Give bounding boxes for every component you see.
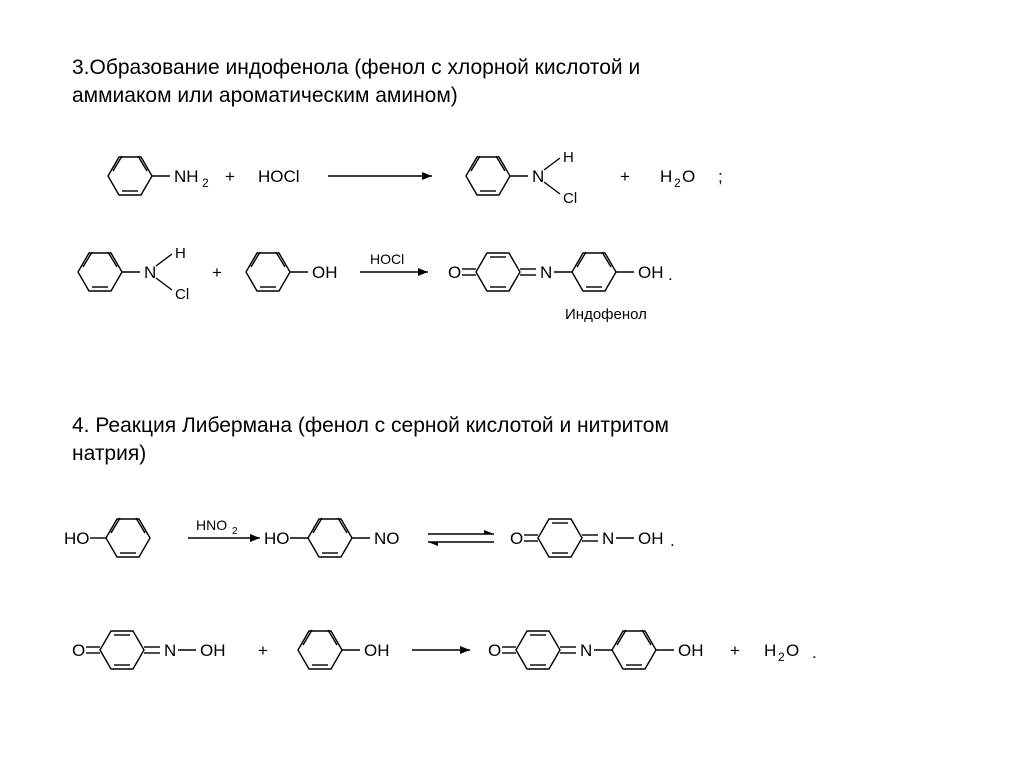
svg-text:HOCl: HOCl <box>258 167 300 186</box>
reaction2: N H Cl + OH HOCl O <box>0 236 1024 320</box>
section3-line1: 3.Образование индофенола (фенол с хлорно… <box>72 56 640 79</box>
svg-text:Cl: Cl <box>563 190 577 207</box>
svg-text:.: . <box>812 643 817 662</box>
svg-text:N: N <box>144 263 156 282</box>
svg-text:OH: OH <box>678 641 704 660</box>
svg-text:O: O <box>72 641 85 660</box>
svg-text:N: N <box>532 167 544 186</box>
svg-text:H: H <box>175 245 186 262</box>
svg-text:HNO: HNO <box>196 517 227 533</box>
svg-text:H: H <box>764 641 776 660</box>
svg-text:HO: HO <box>264 529 290 548</box>
svg-text:OH: OH <box>638 529 664 548</box>
svg-text:Cl: Cl <box>175 286 189 303</box>
indophenol-label: Индофенол <box>565 306 647 323</box>
svg-text:NH: NH <box>174 167 199 186</box>
section4-line2: натрия) <box>72 442 146 465</box>
svg-text:OH: OH <box>312 263 338 282</box>
svg-text:N: N <box>602 529 614 548</box>
svg-text:OH: OH <box>638 263 664 282</box>
svg-text:N: N <box>164 641 176 660</box>
section4-heading: 4. Реакция Либермана (фенол с серной кис… <box>72 412 669 469</box>
svg-text:+: + <box>212 263 222 282</box>
svg-text:2: 2 <box>202 176 209 190</box>
reaction3: HO HNO 2 HO NO O <box>0 502 1024 574</box>
svg-text:NO: NO <box>374 529 400 548</box>
svg-text:OH: OH <box>200 641 226 660</box>
svg-text:;: ; <box>718 167 723 186</box>
svg-text:.: . <box>670 531 675 550</box>
section3-heading: 3.Образование индофенола (фенол с хлорно… <box>72 54 640 111</box>
svg-text:.: . <box>668 265 673 284</box>
svg-text:+: + <box>258 641 268 660</box>
svg-text:HOCl: HOCl <box>370 251 404 267</box>
svg-text:O: O <box>786 641 799 660</box>
section4-line1: 4. Реакция Либермана (фенол с серной кис… <box>72 414 669 437</box>
reaction1: NH 2 + HOCl N H Cl + H 2 O ; <box>0 140 1024 212</box>
svg-text:2: 2 <box>778 650 785 664</box>
svg-text:+: + <box>225 167 235 186</box>
svg-text:2: 2 <box>232 526 238 537</box>
svg-text:2: 2 <box>674 176 681 190</box>
svg-text:N: N <box>580 641 592 660</box>
section3-line2: аммиаком или ароматическим амином) <box>72 84 458 107</box>
reaction4: O N OH + OH O <box>0 614 1024 686</box>
svg-text:O: O <box>448 263 461 282</box>
svg-text:O: O <box>682 167 695 186</box>
svg-text:O: O <box>510 529 523 548</box>
svg-text:OH: OH <box>364 641 390 660</box>
svg-text:+: + <box>730 641 740 660</box>
svg-text:H: H <box>660 167 672 186</box>
svg-text:H: H <box>563 149 574 166</box>
svg-text:HO: HO <box>64 529 90 548</box>
svg-text:O: O <box>488 641 501 660</box>
svg-text:N: N <box>540 263 552 282</box>
svg-text:+: + <box>620 167 630 186</box>
